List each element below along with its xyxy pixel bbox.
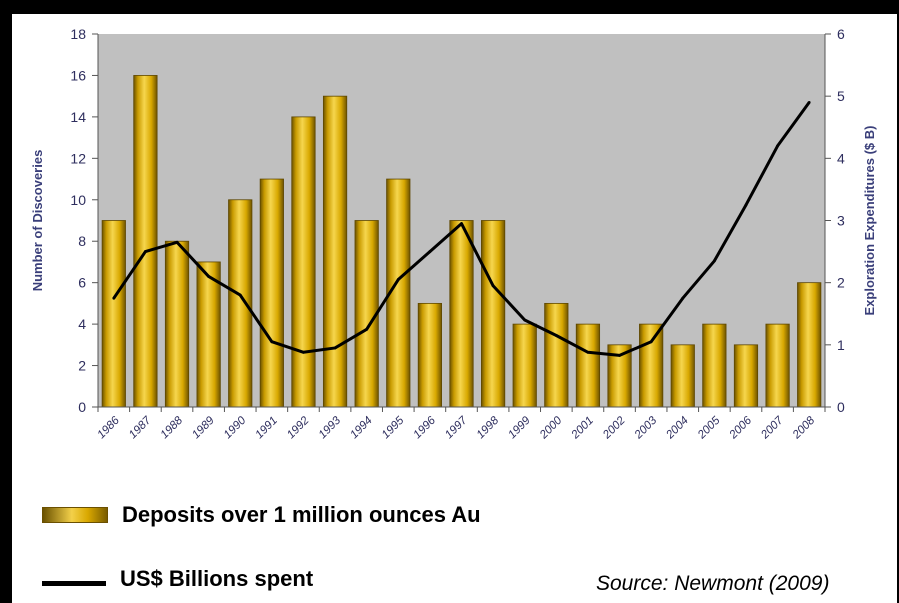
x-tick-label-1990: 1990 (222, 414, 249, 441)
y-tick-label-right: 0 (837, 399, 845, 415)
y-tick-label-right: 3 (837, 213, 845, 229)
bar-1993 (322, 95, 348, 408)
x-tick-label-1997: 1997 (443, 414, 470, 441)
line-point-1991 (270, 340, 274, 344)
line-point-1996 (428, 250, 432, 253)
legend-item-line: US$ Billions spent (42, 566, 313, 592)
y-tick-label-left: 18 (70, 26, 86, 42)
line-point-2002 (618, 354, 621, 357)
bar-1987 (133, 75, 158, 408)
bar-1986 (101, 220, 126, 408)
x-tick-label-2006: 2006 (727, 414, 755, 442)
line-point-1999 (523, 318, 527, 322)
y-tick-label-right: 2 (837, 275, 845, 291)
y-axis-title-left: Number of Discoveries (30, 150, 45, 292)
x-tick-label-1992: 1992 (285, 414, 312, 441)
legend-line-swatch (42, 580, 106, 586)
line-series (112, 100, 811, 357)
bar-2005 (702, 323, 727, 408)
y-tick-label-right: 4 (837, 150, 845, 166)
legend-line-label: US$ Billions spent (120, 566, 314, 591)
legend-item-bars: Deposits over 1 million ounces Au (42, 502, 481, 528)
bar-2004 (670, 344, 695, 408)
y-tick-label-left: 10 (70, 192, 86, 208)
x-tick-label-1987: 1987 (127, 414, 154, 441)
line-point-1994 (365, 327, 369, 331)
line-point-1988 (175, 240, 179, 244)
x-tick-label-2002: 2002 (600, 414, 628, 442)
x-tick-label-2005: 2005 (695, 414, 723, 442)
line-point-2007 (776, 144, 779, 148)
bar-1999 (512, 323, 537, 408)
line-point-2005 (712, 259, 716, 263)
bar-2000 (544, 302, 569, 408)
x-tick-label-1989: 1989 (190, 414, 217, 441)
bar-2006 (733, 344, 759, 408)
line-point-1986 (112, 296, 116, 300)
bar-2007 (765, 323, 790, 408)
x-tick-label-1996: 1996 (411, 414, 438, 441)
line-point-2008 (807, 100, 811, 104)
bar-1989 (196, 261, 221, 408)
y-tick-label-right: 6 (837, 26, 845, 42)
y-tick-label-left: 6 (78, 275, 86, 291)
legend-bar-label: Deposits over 1 million ounces Au (122, 502, 481, 527)
bar-1988 (164, 240, 190, 408)
y-tick-label-left: 8 (78, 233, 86, 249)
x-tick-label-2004: 2004 (664, 415, 691, 442)
y-axis-title-right: Exploration Expenditures ($ B) (862, 126, 877, 316)
line-point-1992 (302, 350, 305, 354)
y-tick-label-left: 16 (70, 67, 86, 83)
line-point-1993 (333, 346, 337, 350)
x-tick-label-2007: 2007 (758, 414, 786, 442)
line-point-1989 (207, 275, 211, 278)
y-tick-label-left: 14 (70, 109, 86, 125)
line-point-1987 (144, 250, 147, 253)
x-tick-label-1994: 1994 (348, 415, 375, 442)
x-tick-label-2003: 2003 (632, 414, 660, 442)
y-tick-label-right: 1 (837, 337, 845, 353)
bar-2008 (797, 282, 822, 408)
source-note: Source: Newmont (2009) (596, 572, 830, 595)
x-tick-label-2008: 2008 (790, 414, 818, 442)
bar-series (101, 75, 822, 408)
x-tick-label-1991: 1991 (253, 415, 280, 442)
x-tick-label-2001: 2001 (569, 415, 596, 442)
legend-bar-swatch (42, 507, 108, 523)
bar-1990 (228, 199, 253, 408)
bar-1992 (291, 116, 316, 408)
line-point-2001 (586, 350, 590, 354)
line-point-2006 (744, 203, 748, 207)
y-tick-label-right: 5 (837, 88, 845, 104)
bar-1998 (481, 220, 506, 408)
bar-1991 (259, 178, 284, 408)
chart-canvas: 0 2 4 6 8 10 12 14 16 18 0 1 2 3 4 5 6 1986 1987 1988 1989 19… (12, 14, 897, 603)
x-tick-label-1993: 1993 (317, 414, 344, 441)
x-tick-label-1998: 1998 (475, 414, 502, 441)
bar-1996 (417, 302, 442, 408)
y-tick-label-left: 2 (78, 358, 86, 374)
line-point-2003 (649, 340, 653, 344)
y-tick-label-left: 12 (70, 150, 86, 166)
line-point-2000 (554, 334, 558, 337)
x-tick-label-1995: 1995 (380, 414, 407, 441)
line-point-2004 (681, 296, 685, 300)
x-tick-label-1999: 1999 (506, 414, 533, 441)
x-tick-label-2000: 2000 (537, 414, 565, 442)
y-tick-label-left: 4 (78, 316, 86, 332)
line-point-1998 (491, 284, 495, 288)
y-tick-label-left: 0 (78, 399, 86, 415)
bar-2001 (575, 323, 601, 408)
x-tick-label-1988: 1988 (159, 414, 186, 441)
bar-2003 (639, 323, 664, 408)
x-tick-label-1986: 1986 (95, 414, 122, 441)
line-point-1990 (238, 293, 242, 297)
line-point-1995 (396, 278, 400, 281)
bar-1997 (449, 220, 474, 408)
line-point-1997 (460, 222, 463, 226)
